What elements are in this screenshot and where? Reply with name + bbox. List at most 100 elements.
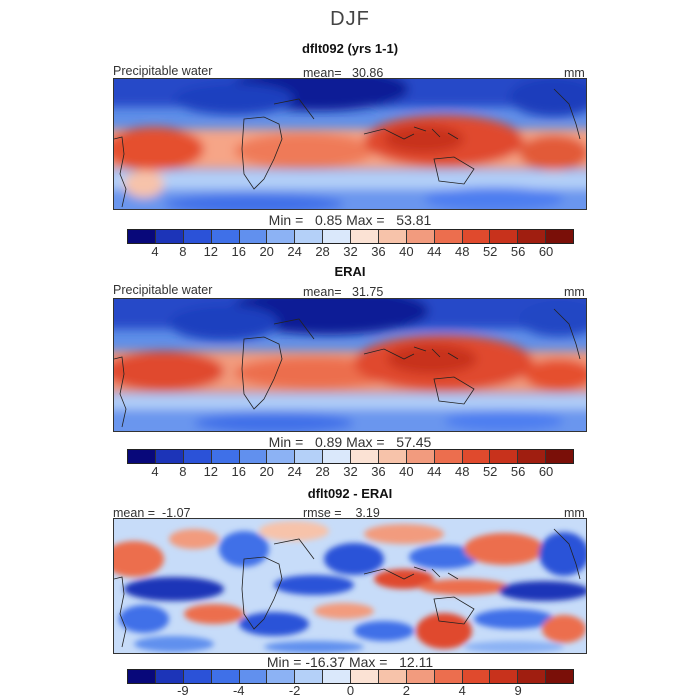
panel-2-max-label: Max = — [346, 434, 385, 450]
colorbar-tick-label: -4 — [232, 683, 245, 698]
colorbar-swatch — [434, 670, 463, 683]
panel-2-mean: mean= 31.75 — [303, 285, 383, 299]
colorbar-tick-label: 4 — [458, 683, 466, 698]
panel-2-min-value: 0.89 — [314, 434, 343, 450]
colorbar-swatch — [267, 670, 296, 683]
colorbar-tick-label: 12 — [203, 244, 219, 259]
colorbar-swatch — [239, 670, 268, 683]
colorbar-swatch — [323, 230, 351, 243]
colorbar-swatch — [211, 670, 240, 683]
panel-3-minmax: Min = -16.37 Max = 12.11 — [0, 654, 700, 670]
colorbar-swatch — [406, 230, 435, 243]
colorbar-swatch — [183, 450, 212, 463]
colorbar-swatch — [239, 450, 268, 463]
colorbar-tick-label: 8 — [179, 464, 187, 479]
colorbar-swatch — [462, 230, 491, 243]
colorbar-swatch — [211, 450, 240, 463]
colorbar-tick-label: 20 — [259, 244, 274, 259]
panel-2-minmax: Min = 0.89 Max = 57.45 — [0, 434, 700, 450]
colorbar-swatch — [490, 230, 519, 243]
colorbar-swatch — [546, 670, 573, 683]
colorbar-swatch — [211, 230, 240, 243]
panel-3-rmse: rmse = 3.19 — [303, 506, 380, 520]
panel-1-colorbar-ticks: 4 8 12 16 20 24 28 32 36 40 44 48 52 56 60 — [0, 244, 700, 260]
colorbar-tick-label: 28 — [315, 464, 330, 479]
colorbar-tick-label: 52 — [482, 244, 498, 259]
panel-2-field — [114, 299, 586, 431]
panel-3-title: dflt092 - ERAI — [307, 486, 393, 501]
panel-3-map — [113, 518, 587, 654]
colorbar-swatch — [378, 230, 407, 243]
panel-1-minmax: Min = 0.85 Max = 53.81 — [0, 212, 700, 228]
colorbar-swatch — [267, 450, 296, 463]
colorbar-tick-label: 12 — [203, 464, 219, 479]
colorbar-swatch — [518, 450, 547, 463]
colorbar-swatch — [155, 230, 184, 243]
panel-3-rmse-label: rmse = — [303, 506, 342, 520]
panel-1-variable-label: Precipitable water — [113, 64, 213, 78]
colorbar-tick-label: 9 — [514, 683, 522, 698]
colorbar-tick-label: 48 — [455, 464, 470, 479]
panel-3-colorbar — [127, 669, 574, 684]
panel-2-mean-label: mean= — [303, 285, 342, 299]
colorbar-swatch — [546, 450, 573, 463]
colorbar-swatch — [434, 450, 463, 463]
panel-2-map — [113, 298, 587, 432]
colorbar-tick-label: 40 — [399, 244, 414, 259]
colorbar-tick-label: 56 — [510, 464, 526, 479]
panel-2-colorbar — [127, 449, 574, 464]
colorbar-tick-label: 36 — [371, 464, 386, 479]
colorbar-tick-label: 36 — [371, 244, 386, 259]
panel-3-max-label: Max = — [348, 654, 388, 670]
panel-3-min-value: -16.37 — [305, 654, 346, 670]
panel-3-mean-label: mean = — [113, 506, 156, 520]
colorbar-tick-label: 4 — [151, 464, 159, 479]
colorbar-swatch — [351, 450, 379, 463]
colorbar-swatch — [434, 230, 463, 243]
panel-3-mean: mean = -1.07 — [113, 506, 191, 520]
colorbar-swatch — [351, 670, 379, 683]
colorbar-tick-label: 24 — [287, 464, 302, 479]
colorbar-swatch — [546, 230, 573, 243]
figure-title: DJF — [330, 8, 370, 30]
panel-1-max-value: 53.81 — [396, 212, 432, 228]
colorbar-tick-label: 16 — [231, 464, 246, 479]
colorbar-tick-label: -2 — [288, 683, 301, 698]
colorbar-tick-label: 4 — [151, 244, 159, 259]
panel-3-rmse-value: 3.19 — [355, 506, 380, 520]
colorbar-tick-label: 0 — [346, 683, 355, 698]
colorbar-tick-label: 60 — [538, 464, 554, 479]
panel-1-min-label: Min = — [268, 212, 304, 228]
colorbar-swatch — [490, 450, 519, 463]
colorbar-swatch — [239, 230, 268, 243]
colorbar-tick-label: 20 — [259, 464, 274, 479]
panel-3-field — [114, 519, 586, 653]
panel-1-colorbar — [127, 229, 574, 244]
panel-1-map — [113, 78, 587, 210]
colorbar-tick-label: 44 — [427, 244, 442, 259]
panel-2-colorbar-ticks: 4 8 12 16 20 24 28 32 36 40 44 48 52 56 60 — [0, 464, 700, 480]
panel-1-mean-label: mean= — [303, 66, 342, 80]
panel-2-mean-value: 31.75 — [352, 285, 384, 299]
panel-1-field — [114, 79, 586, 209]
panel-2-title: ERAI — [334, 264, 366, 279]
colorbar-tick-label: 40 — [399, 464, 414, 479]
colorbar-tick-label: 44 — [427, 464, 442, 479]
colorbar-swatch — [295, 230, 324, 243]
colorbar-swatch — [323, 670, 351, 683]
colorbar-swatch — [183, 230, 212, 243]
panel-1-mean-value: 30.86 — [352, 66, 384, 80]
panel-1-units: mm — [564, 66, 585, 80]
panel-3-units: mm — [564, 506, 585, 520]
panel-2-units: mm — [564, 285, 585, 299]
colorbar-swatch — [462, 450, 491, 463]
panel-1-coastlines — [114, 88, 581, 208]
panel-3-coastlines — [114, 528, 581, 648]
colorbar-swatch — [518, 670, 547, 683]
colorbar-tick-label: 8 — [179, 244, 187, 259]
panel-3-min-label: Min = — [266, 654, 302, 670]
panel-3-max-value: 12.11 — [399, 654, 434, 670]
colorbar-swatch — [183, 670, 212, 683]
colorbar-swatch — [155, 450, 184, 463]
colorbar-swatch — [378, 670, 407, 683]
